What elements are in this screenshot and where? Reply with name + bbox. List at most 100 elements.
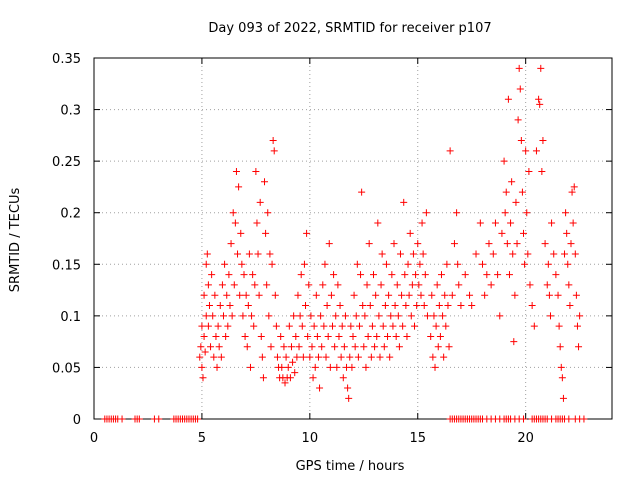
data-point xyxy=(290,312,298,320)
data-point xyxy=(496,312,504,320)
data-point xyxy=(498,229,506,237)
data-point xyxy=(317,312,325,320)
data-point xyxy=(328,322,336,330)
data-point xyxy=(289,358,297,366)
data-point xyxy=(367,353,375,361)
data-point xyxy=(262,229,270,237)
data-point xyxy=(461,271,469,279)
y-tick-label: 0.2 xyxy=(60,207,81,222)
data-point xyxy=(576,312,584,320)
data-point xyxy=(445,343,453,351)
data-point xyxy=(457,302,465,310)
chart-title: Day 093 of 2022, SRMTID for receiver p10… xyxy=(208,21,491,36)
data-point xyxy=(431,363,439,371)
data-point xyxy=(428,291,436,299)
data-point xyxy=(155,415,163,423)
data-point xyxy=(346,353,354,361)
data-point xyxy=(364,332,372,340)
data-point xyxy=(248,312,256,320)
data-point xyxy=(443,260,451,268)
data-point xyxy=(210,353,218,361)
data-point xyxy=(454,260,462,268)
data-point xyxy=(332,312,340,320)
data-point xyxy=(403,332,411,340)
data-point xyxy=(405,291,413,299)
data-point xyxy=(295,343,303,351)
data-point xyxy=(349,332,357,340)
data-point xyxy=(194,415,202,423)
data-point xyxy=(357,271,365,279)
data-point xyxy=(196,353,204,361)
data-point xyxy=(267,343,275,351)
data-point xyxy=(241,332,249,340)
data-point xyxy=(308,343,316,351)
data-point xyxy=(417,291,425,299)
data-point xyxy=(468,302,476,310)
data-point xyxy=(222,332,230,340)
data-point xyxy=(237,229,245,237)
data-point xyxy=(485,240,493,248)
data-point xyxy=(422,209,430,217)
data-point xyxy=(558,374,566,382)
data-point xyxy=(395,343,403,351)
data-point xyxy=(358,188,366,196)
y-tick-label: 0 xyxy=(73,413,81,428)
data-point xyxy=(562,209,570,217)
data-point xyxy=(215,343,223,351)
data-point xyxy=(508,178,516,186)
data-point xyxy=(580,415,588,423)
data-point xyxy=(316,384,324,392)
data-point xyxy=(487,281,495,289)
data-point xyxy=(509,250,517,258)
data-point xyxy=(218,281,226,289)
data-point xyxy=(285,322,293,330)
data-point xyxy=(259,374,267,382)
data-point xyxy=(407,312,415,320)
data-point xyxy=(392,332,400,340)
data-point xyxy=(466,291,474,299)
data-point xyxy=(278,363,286,371)
grid-lines xyxy=(94,58,612,419)
data-point xyxy=(353,260,361,268)
data-point xyxy=(385,291,393,299)
data-point xyxy=(244,302,252,310)
data-point xyxy=(567,240,575,248)
data-point xyxy=(281,379,289,387)
data-point xyxy=(266,250,274,258)
data-point xyxy=(535,95,543,103)
data-point xyxy=(360,343,368,351)
data-point xyxy=(523,209,531,217)
data-point xyxy=(489,250,497,258)
data-point xyxy=(559,394,567,402)
data-point xyxy=(374,219,382,227)
data-point xyxy=(238,260,246,268)
data-point xyxy=(386,353,394,361)
data-point xyxy=(250,322,258,330)
data-point xyxy=(573,322,581,330)
data-point xyxy=(565,415,573,423)
data-point xyxy=(294,291,302,299)
data-point xyxy=(287,343,295,351)
data-point xyxy=(245,250,253,258)
data-point xyxy=(312,291,320,299)
data-point xyxy=(555,322,563,330)
data-point xyxy=(257,332,265,340)
data-point xyxy=(372,291,380,299)
data-point xyxy=(226,302,234,310)
data-point xyxy=(284,363,292,371)
y-tick-label: 0.3 xyxy=(60,104,81,119)
data-point xyxy=(252,167,260,175)
data-point xyxy=(228,312,236,320)
data-point xyxy=(223,291,231,299)
data-point xyxy=(304,332,312,340)
data-point xyxy=(432,322,440,330)
data-point xyxy=(242,291,250,299)
data-point xyxy=(393,281,401,289)
data-point xyxy=(544,260,552,268)
data-point xyxy=(361,312,369,320)
data-point xyxy=(398,291,406,299)
data-point xyxy=(214,322,222,330)
data-point xyxy=(213,363,221,371)
data-point xyxy=(291,369,299,377)
